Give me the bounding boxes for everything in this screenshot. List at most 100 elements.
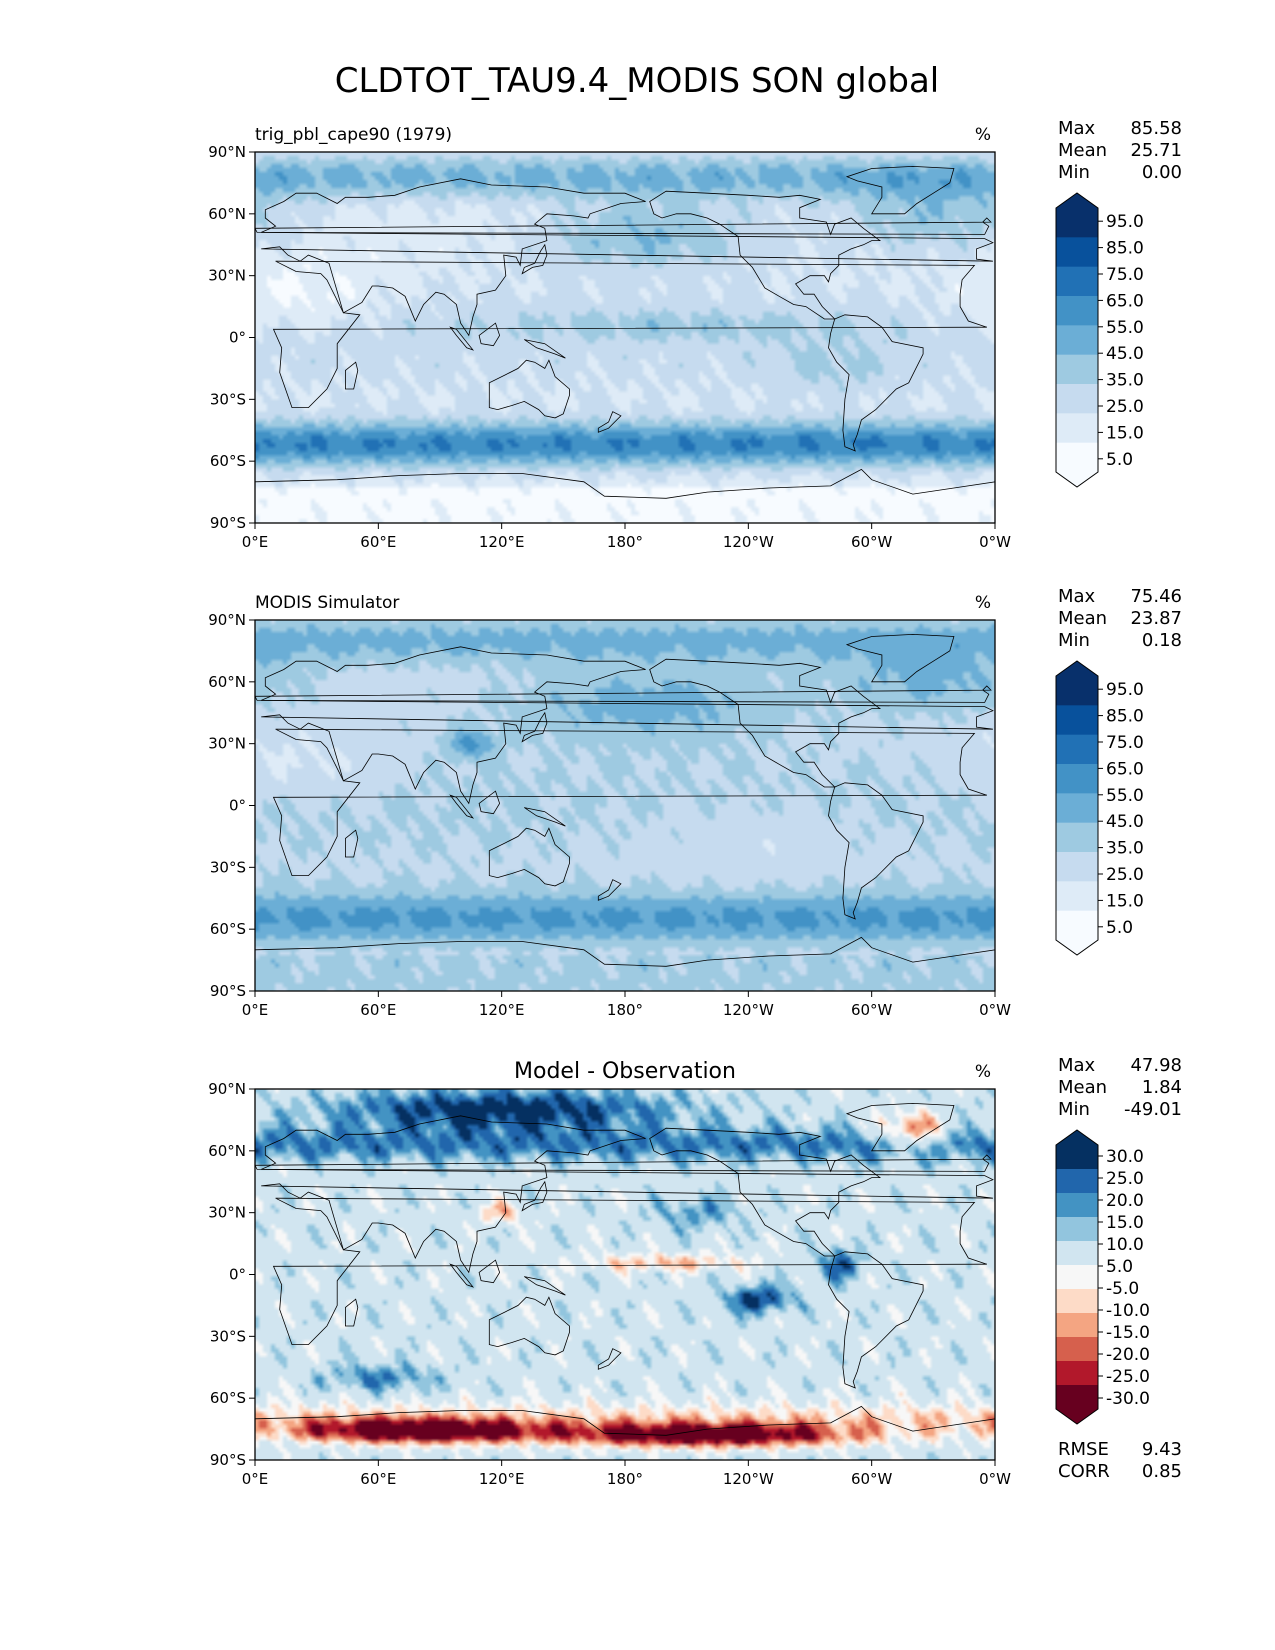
stat-value: 25.71 — [1130, 140, 1182, 161]
coastline-japan — [521, 711, 548, 743]
coastline-new-zealand — [597, 411, 622, 433]
coastline-south-america — [828, 782, 924, 920]
x-tick-label: 60°E — [360, 1470, 396, 1488]
colorbar-tick-label: -25.0 — [1106, 1367, 1150, 1387]
colorbar-outline — [1055, 192, 1099, 488]
field-raster — [255, 152, 995, 523]
coastline-borneo — [478, 790, 501, 815]
colorbar-extend-top — [1056, 1130, 1098, 1145]
coastline-madagascar — [344, 829, 359, 858]
x-tick-label: 120°W — [723, 533, 774, 551]
colorbar-tick-label: 35.0 — [1106, 371, 1144, 391]
coastline-greenland — [845, 1102, 955, 1152]
colorbar-outline — [1055, 660, 1099, 956]
colorbar-tick-label: 75.0 — [1106, 265, 1144, 285]
colorbar-segment — [1056, 1145, 1098, 1170]
y-tick-label: 90°S — [210, 982, 246, 1000]
coastline-sumatra — [449, 1263, 475, 1288]
stat-value: 85.58 — [1130, 118, 1182, 139]
stat-value: 1.84 — [1142, 1077, 1182, 1098]
stat-label: Max — [1058, 1055, 1096, 1076]
panel-difference: Model - Observation % Max 47.98 Mean 1.8… — [208, 1055, 1182, 1488]
stat-label: RMSE — [1058, 1439, 1109, 1460]
colorbar-segment — [1056, 881, 1098, 912]
colorbar-segment — [1056, 676, 1098, 706]
x-tick-label: 180° — [607, 1470, 643, 1488]
colorbar-tick-label: 5.0 — [1106, 918, 1133, 938]
colorbar-tick-label: -30.0 — [1106, 1389, 1150, 1409]
x-tick-label: 120°E — [479, 1470, 525, 1488]
colorbar-segment — [1056, 1217, 1098, 1242]
colorbar-segment — [1056, 764, 1098, 794]
colorbar-tick-label: -10.0 — [1106, 1301, 1150, 1321]
colorbar-tick-label: 5.0 — [1106, 450, 1133, 470]
coastline-new-guinea — [524, 807, 566, 827]
units-label: % — [975, 593, 991, 613]
coastline-australia — [488, 359, 570, 419]
colorbar-segment — [1056, 266, 1098, 297]
coastline-madagascar — [344, 361, 359, 390]
colorbar-segment — [1056, 1361, 1098, 1386]
coastline-eurasia — [261, 178, 994, 337]
y-tick-label: 30°S — [210, 858, 246, 876]
colorbar-tick-label: 85.0 — [1106, 239, 1144, 259]
y-tick-label: 90°N — [208, 143, 246, 161]
y-tick-label: 60°S — [210, 920, 246, 938]
colorbar-segment — [1056, 384, 1098, 414]
x-tick-label: 0°W — [979, 1470, 1011, 1488]
colorbar-segment — [1056, 413, 1098, 444]
colorbar-segment — [1056, 1193, 1098, 1218]
x-tick-label: 120°W — [723, 1470, 774, 1488]
coastline-north-america — [649, 1127, 882, 1257]
colorbar-tick-label: 15.0 — [1106, 423, 1144, 443]
field-raster — [255, 1089, 995, 1460]
coastline-madagascar — [344, 1298, 359, 1327]
colorbar-tick-label: 15.0 — [1106, 1213, 1144, 1233]
colorbar-tick-label: 10.0 — [1106, 1235, 1144, 1255]
coastline-eurasia — [261, 1115, 994, 1274]
rmse-corr-block: RMSE 9.43 CORR 0.85 — [1058, 1439, 1182, 1482]
stats-block: Max 75.46 Mean 23.87 Min 0.18 — [1058, 586, 1182, 651]
x-tick-label: 0°E — [242, 533, 269, 551]
stat-value: 0.18 — [1142, 630, 1182, 651]
coastlines — [254, 633, 996, 992]
coastline-africa — [272, 728, 987, 876]
coastline-africa — [272, 1197, 987, 1345]
stats-block: Max 47.98 Mean 1.84 Min -49.01 — [1058, 1055, 1182, 1120]
colorbar-tick-label: 25.0 — [1106, 865, 1144, 885]
x-tick-label: 120°W — [723, 1001, 774, 1019]
colorbar-outline — [1055, 1129, 1099, 1425]
colorbar: 95.0 85.0 75.0 65.0 55.0 45.0 35.0 25.0 15.0 5.0 — [1055, 660, 1144, 956]
colorbar-tick-label: 95.0 — [1106, 680, 1144, 700]
coastline-japan — [521, 243, 548, 275]
map-area: 0°E 60°E 120°E 180° 120°W 60°W 0°W 90°N 60°N 30°N… — [208, 143, 1011, 551]
stat-value: 9.43 — [1142, 1439, 1182, 1460]
stat-value: 0.00 — [1142, 162, 1182, 183]
colorbar-tick-label: -20.0 — [1106, 1345, 1150, 1365]
colorbar-extend-top — [1056, 193, 1098, 208]
map-area: 0°E 60°E 120°E 180° 120°W 60°W 0°W 90°N 60°N 30°N… — [208, 611, 1011, 1019]
coastline-britain — [254, 685, 992, 703]
colorbar-segment — [1056, 296, 1098, 326]
colorbar-tick-label: 25.0 — [1106, 1169, 1144, 1189]
figure-title: CLDTOT_TAU9.4_MODIS SON global — [335, 61, 939, 101]
colorbar-segment — [1056, 1385, 1098, 1410]
colorbar-segment — [1056, 705, 1098, 736]
colorbar-tick-label: 45.0 — [1106, 344, 1144, 364]
coastline-eurasia — [261, 646, 994, 805]
panel-title: MODIS Simulator — [255, 593, 399, 613]
colorbar-tick-label: 75.0 — [1106, 733, 1144, 753]
coastline-sumatra — [449, 326, 475, 351]
colorbar-segment — [1056, 1169, 1098, 1194]
y-tick-label: 90°S — [210, 514, 246, 532]
x-tick-label: 180° — [607, 533, 643, 551]
stat-label: Max — [1058, 118, 1096, 139]
colorbar-extend-bottom — [1056, 940, 1098, 955]
colorbar-segment — [1056, 1265, 1098, 1290]
colorbar-extend-top — [1056, 661, 1098, 676]
y-tick-label: 60°N — [208, 673, 246, 691]
coastline-north-america — [649, 658, 882, 788]
stat-value: -49.01 — [1124, 1099, 1182, 1120]
panel-reference: MODIS Simulator % Max 75.46 Mean 23.87 M… — [208, 586, 1182, 1019]
x-tick-label: 60°W — [851, 1470, 893, 1488]
